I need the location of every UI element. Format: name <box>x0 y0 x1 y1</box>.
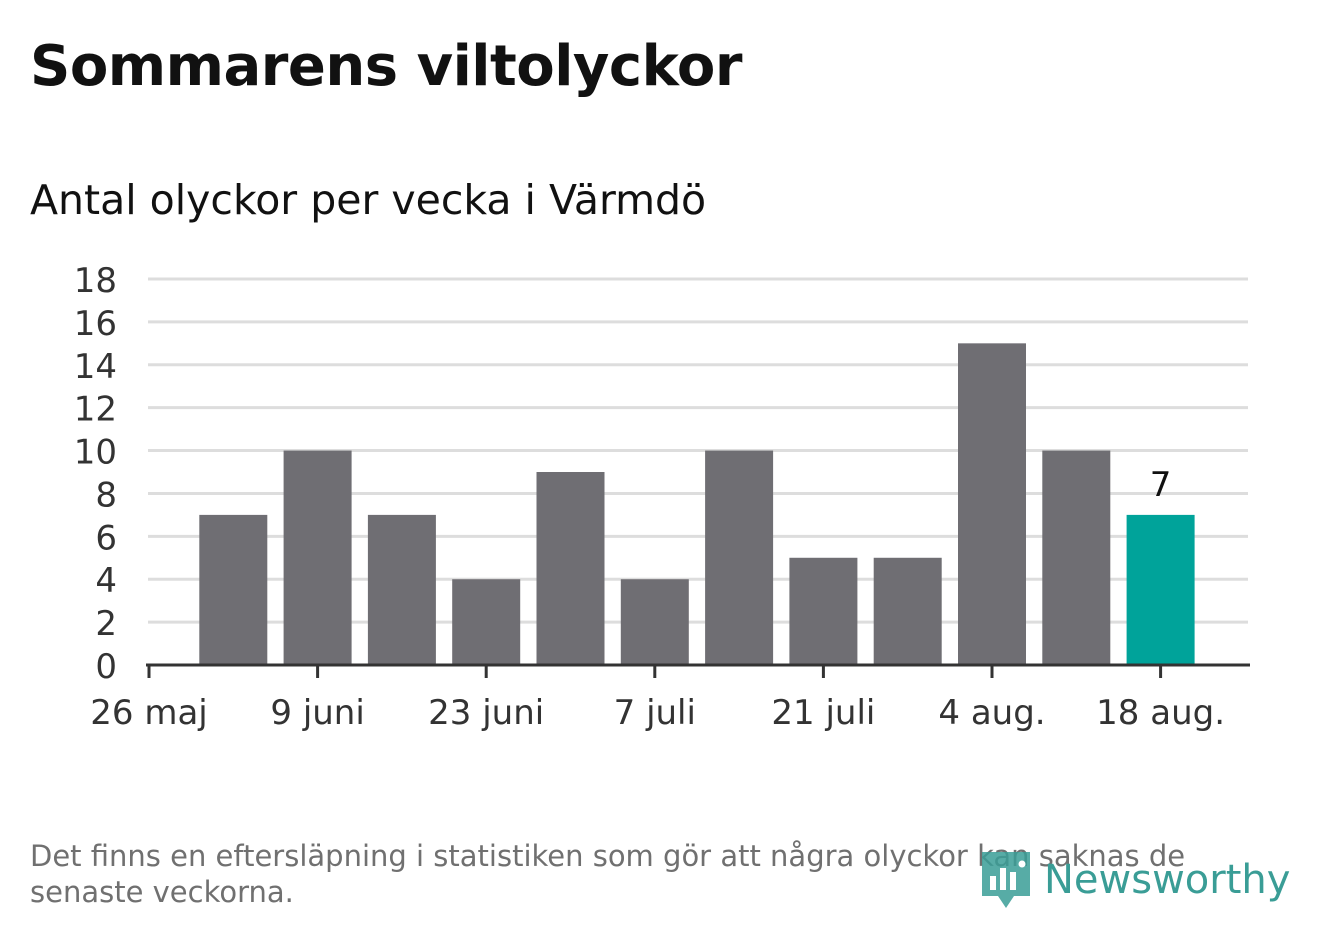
bar <box>452 579 521 665</box>
x-tick-label: 23 juni <box>428 693 544 733</box>
bar <box>873 557 942 665</box>
bar <box>283 450 352 665</box>
x-axis-tick-labels: 26 maj 9 juni 23 juni 7 juli 21 juli 4 aug. 18… <box>90 693 1225 733</box>
bar <box>199 514 268 665</box>
x-tick-label: 21 juli <box>771 693 875 733</box>
y-tick-label: 2 <box>95 604 117 644</box>
x-axis <box>146 663 1250 678</box>
chart-subtitle: Antal olyckor per vecka i Värmdö <box>30 176 707 224</box>
y-tick-label: 6 <box>95 518 117 558</box>
bar-highlight <box>1126 514 1195 665</box>
bar <box>1042 450 1111 665</box>
bar <box>958 343 1026 665</box>
bars <box>199 343 1195 665</box>
y-tick-label: 18 <box>74 261 117 301</box>
y-tick-label: 16 <box>74 304 117 344</box>
x-tick-label: 26 maj <box>90 693 207 733</box>
data-label-highlight: 7 <box>1150 465 1172 505</box>
brand-name: Newsworthy <box>1044 857 1291 903</box>
x-tick-label: 18 aug. <box>1096 693 1225 733</box>
bar <box>789 557 858 665</box>
bar <box>536 472 605 665</box>
newsworthy-logo-icon <box>982 852 1030 908</box>
bar <box>367 514 436 665</box>
y-tick-label: 14 <box>74 347 117 387</box>
x-tick-label: 9 juni <box>270 693 364 733</box>
x-tick-label: 7 juli <box>614 693 696 733</box>
chart-title: Sommarens viltolyckor <box>30 34 742 99</box>
bar <box>705 450 774 665</box>
y-tick-label: 10 <box>74 433 117 473</box>
x-tick-label: 4 aug. <box>938 693 1045 733</box>
bar <box>620 579 689 665</box>
data-labels: 7 <box>1150 465 1172 505</box>
y-tick-label: 8 <box>95 475 117 515</box>
y-tick-label: 12 <box>74 390 117 430</box>
brand: Newsworthy <box>978 848 1290 912</box>
y-tick-label: 4 <box>95 561 117 601</box>
y-tick-label: 0 <box>95 647 117 687</box>
